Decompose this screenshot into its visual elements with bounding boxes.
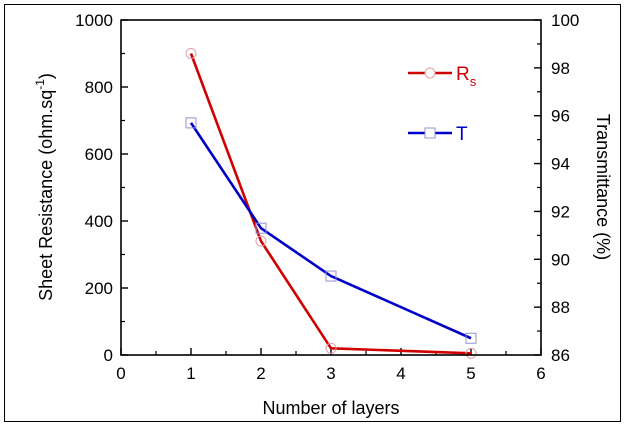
data-point-t [465,332,477,344]
data-point-t [185,117,197,129]
y-left-tick-label: 1000 [75,11,113,30]
y-left-title-sup: -1 [33,79,47,90]
legend-label-rs-main: R [456,64,470,85]
legend-marker-t [424,127,436,139]
series-line-t [189,122,472,340]
y-right-tick-label: 88 [551,298,570,317]
legend-label-rs: Rs [456,64,477,89]
y-right-tick-label: 96 [551,107,570,126]
y-left-tick-label: 600 [85,145,113,164]
data-point-rs [185,48,197,59]
y-right-tick-label: 90 [551,250,570,269]
legend-label-rs-sub: s [470,74,477,89]
y-left-tick-label: 0 [104,346,113,365]
y-left-tick-label: 800 [85,78,113,97]
y-right-tick-label: 100 [551,11,579,30]
y-left-tick-label: 200 [85,279,113,298]
y-left-axis-title: Sheet Resistance (ohm.sq-1) [33,73,56,301]
data-point-rs [255,235,267,247]
y-left-title-main: Sheet Resistance (ohm.sq [36,90,56,301]
plot-area [120,19,542,356]
data-point-rs [325,342,337,354]
y-left-tick-label: 400 [85,212,113,231]
y-right-axis-title: Transmittance (%) [593,114,613,260]
legend-item-rs: Rs [408,64,477,89]
y-right-tick-label: 92 [551,202,570,221]
x-tick-label: 0 [116,364,125,383]
legend-item-t: T [408,124,468,145]
legend: Rs T [408,64,477,145]
data-point-t [255,222,267,234]
x-tick-label: 4 [396,364,405,383]
x-tick-label: 3 [326,364,335,383]
data-point-rs [465,347,477,359]
data-point-t [325,270,337,282]
x-tick-label: 6 [536,364,545,383]
y-right-tick-label: 86 [551,346,570,365]
x-axis-title: Number of layers [262,398,399,418]
x-tick-label: 1 [186,364,195,383]
y-right-tick-label: 98 [551,59,570,78]
figure-frame [4,4,621,422]
x-tick-label: 2 [256,364,265,383]
y-left-title-end: ) [36,73,56,79]
legend-label-t: T [456,124,468,145]
legend-marker-rs [424,67,436,79]
series-line-rs [189,53,472,355]
x-tick-label: 5 [466,364,475,383]
y-right-tick-label: 94 [551,155,570,174]
